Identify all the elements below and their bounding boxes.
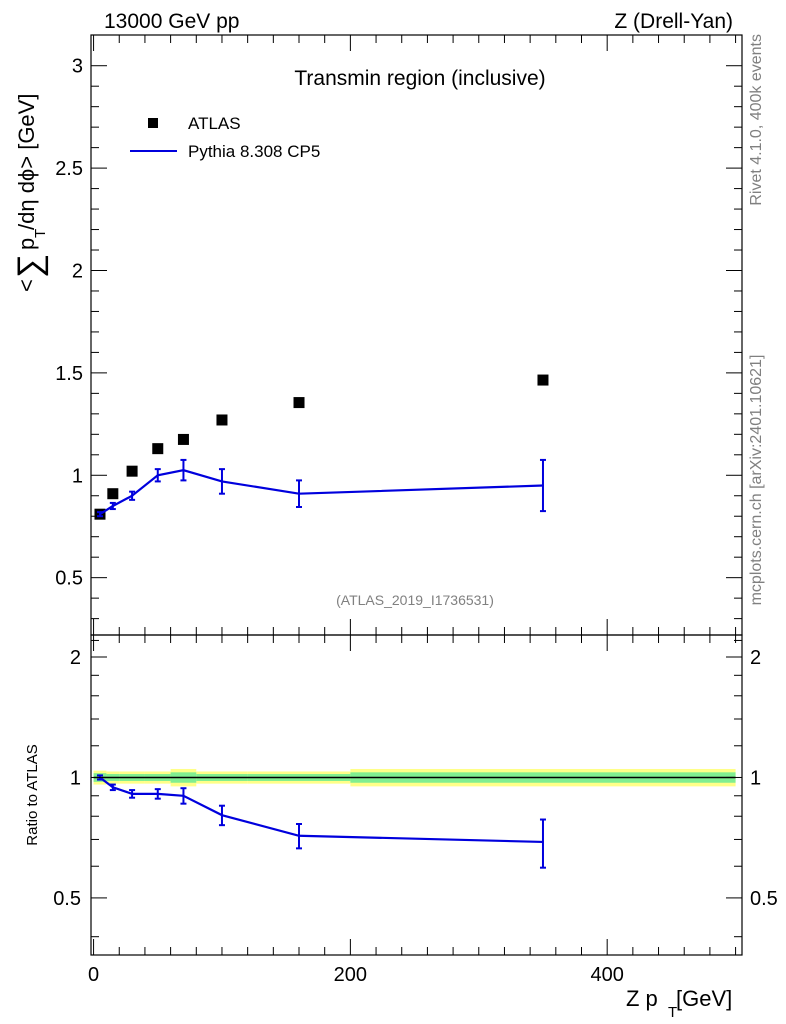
main-y-tick-label: 1.5 (55, 363, 83, 385)
ratio-panel: 0.5 0.5 1 1 2 2 0 200 400 Ratio to ATLAS Z p T … (24, 634, 778, 1021)
x-label-rest: [GeV] (676, 986, 732, 1011)
legend-pythia-label: Pythia 8.308 CP5 (188, 142, 320, 161)
atlas-data-point (126, 465, 138, 477)
atlas-data-point (107, 488, 119, 500)
ratio-y-tick-label: 2 (70, 647, 81, 669)
main-data-series (94, 374, 549, 520)
atlas-data-point (152, 443, 164, 455)
header-right-label: Z (Drell-Yan) (614, 10, 733, 33)
main-y-axis-label: < ∑ p T /dη dϕ> [GeV] (11, 94, 49, 292)
atlas-data-point (537, 374, 549, 386)
ratio-data-series (96, 774, 546, 869)
ratio-y-axis-ticks: 0.5 0.5 1 1 2 2 (53, 639, 778, 938)
main-legend: ATLAS Pythia 8.308 CP5 (130, 114, 320, 161)
ratio-x-axis-ticks: 0 200 400 (88, 635, 737, 986)
atlas-data-point (216, 414, 228, 426)
ratio-series-line (99, 776, 544, 844)
analysis-id-label: (ATLAS_2019_I1736531) (336, 592, 494, 608)
legend-atlas-label: ATLAS (188, 114, 241, 133)
main-y-tick-label: 1 (72, 465, 83, 487)
y-label-p: p (14, 238, 39, 250)
arxiv-reference-label: mcplots.cern.ch [arXiv:2401.10621] (748, 355, 765, 606)
main-chart-title: Transmin region (inclusive) (294, 67, 545, 90)
ratio-y-tick-label-right: 1 (750, 767, 761, 789)
x-label-main: Z p (626, 986, 658, 1011)
y-label-rest: /dη dϕ> [GeV] (14, 94, 39, 230)
atlas-data-point (177, 433, 189, 445)
main-y-axis-ticks: 0.5 1 1.5 2 2.5 3 (55, 56, 742, 620)
y-label-sum-symbol: ∑ (11, 254, 49, 278)
y-label-subscript: T (32, 229, 49, 238)
pythia-series-line (99, 469, 544, 516)
main-x-axis-ticks (93, 35, 737, 635)
main-y-tick-label: 3 (72, 56, 83, 78)
ratio-y-tick-label: 1 (70, 767, 81, 789)
x-tick-label: 0 (88, 964, 99, 986)
ratio-y-axis-label: Ratio to ATLAS (24, 744, 41, 845)
main-y-tick-label: 2 (72, 260, 83, 282)
ratio-panel-frame (90, 634, 743, 956)
main-y-tick-label: 2.5 (55, 158, 83, 180)
y-label-lt: < (14, 279, 39, 292)
main-panel: 0.5 1 1.5 2 2.5 3 Transmin region (inclusive)… (11, 34, 743, 636)
rivet-version-label: Rivet 4.1.0, 400k events (748, 34, 765, 206)
x-axis-label: Z p T [GeV] (626, 986, 732, 1021)
ratio-y-tick-label-right: 2 (750, 647, 761, 669)
x-label-subscript: T (668, 1004, 677, 1021)
ratio-y-tick-label-right: 0.5 (750, 888, 778, 910)
x-tick-label: 200 (334, 964, 367, 986)
header-left-label: 13000 GeV pp (104, 10, 239, 33)
legend-atlas-marker (148, 118, 158, 128)
x-tick-label: 400 (590, 964, 623, 986)
main-y-tick-label: 0.5 (55, 568, 83, 590)
atlas-data-point (293, 397, 305, 409)
ratio-y-tick-label: 0.5 (53, 888, 81, 910)
